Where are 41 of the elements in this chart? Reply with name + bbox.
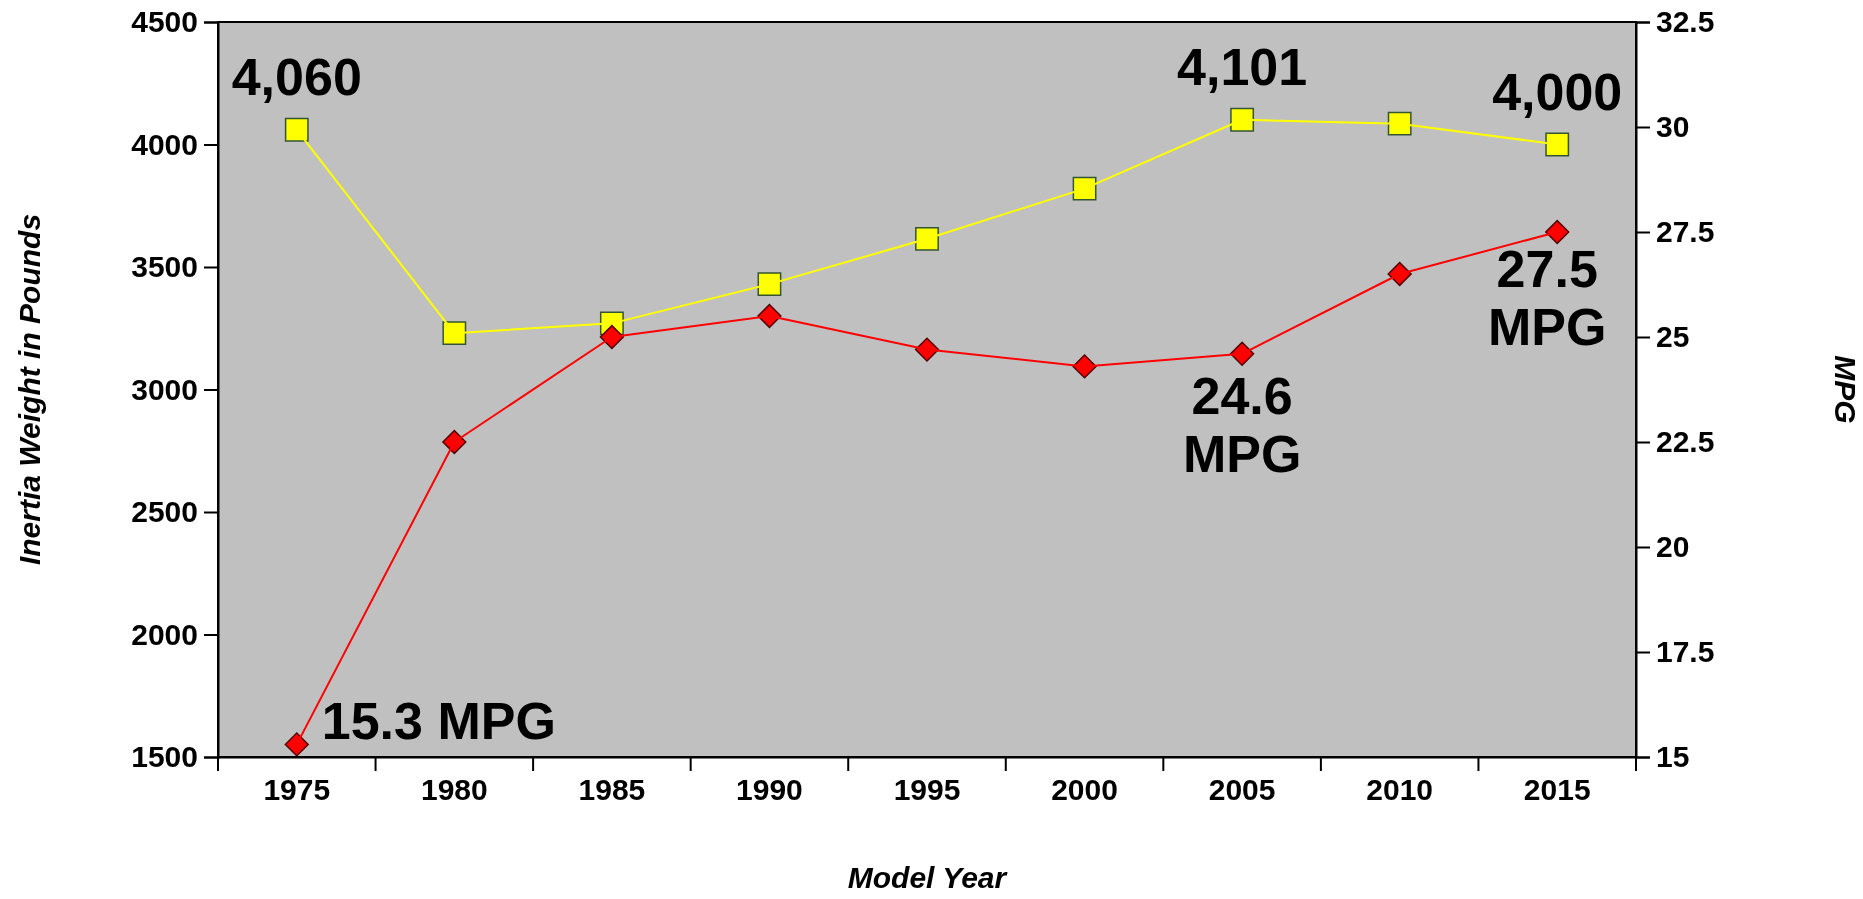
annotation: 24.6 MPG xyxy=(1182,366,1302,483)
y-tick-label: 3500 xyxy=(131,250,198,284)
y2-axis-title: MPG xyxy=(1829,355,1862,424)
y2-tick-label: 27.5 xyxy=(1656,215,1715,249)
x-tick-label: 1985 xyxy=(578,773,646,807)
x-axis-title: Model Year xyxy=(847,861,1009,894)
point xyxy=(915,226,939,251)
annotation: 15.3 MPG xyxy=(321,692,556,751)
y-tick-label: 2500 xyxy=(131,495,198,529)
x-tick-label: 1980 xyxy=(420,773,488,807)
y-tick-label: 4500 xyxy=(131,5,198,39)
y2-tick-label: 20 xyxy=(1656,530,1690,564)
y-tick-label: 2000 xyxy=(131,617,198,651)
point xyxy=(442,321,467,346)
x-tick-label: 2015 xyxy=(1523,773,1591,807)
x-tick-label: 1975 xyxy=(263,773,331,807)
y-axis-title: Inertia Weight in Pounds xyxy=(13,213,46,566)
y2-tick-label: 17.5 xyxy=(1656,635,1715,669)
annotation: 4,101 xyxy=(1177,37,1308,96)
point xyxy=(284,732,309,757)
y2-tick-label: 32.5 xyxy=(1656,5,1715,39)
point xyxy=(1387,111,1412,136)
y2-tick-label: 15 xyxy=(1656,740,1690,774)
y2-tick-label: 25 xyxy=(1656,320,1690,354)
y2-tick-label: 30 xyxy=(1656,110,1690,144)
annotation: 4,060 xyxy=(231,47,362,106)
y-tick-label: 3000 xyxy=(131,372,198,406)
y2-tick-label: 22.5 xyxy=(1656,425,1715,459)
y-tick-label: 1500 xyxy=(131,740,198,774)
point xyxy=(1230,107,1255,132)
x-tick-label: 1995 xyxy=(893,773,961,807)
point xyxy=(1545,219,1570,245)
x-tick-label: 1990 xyxy=(736,773,803,807)
x-tick-label: 2005 xyxy=(1208,773,1276,807)
annotation: 27.5 MPG xyxy=(1488,240,1607,356)
y-tick-label: 4000 xyxy=(131,127,198,161)
x-tick-label: 2000 xyxy=(1051,773,1118,807)
point xyxy=(1545,132,1570,157)
x-tick-label: 2010 xyxy=(1366,773,1434,807)
annotation: 4,000 xyxy=(1492,62,1623,121)
point xyxy=(284,117,309,142)
